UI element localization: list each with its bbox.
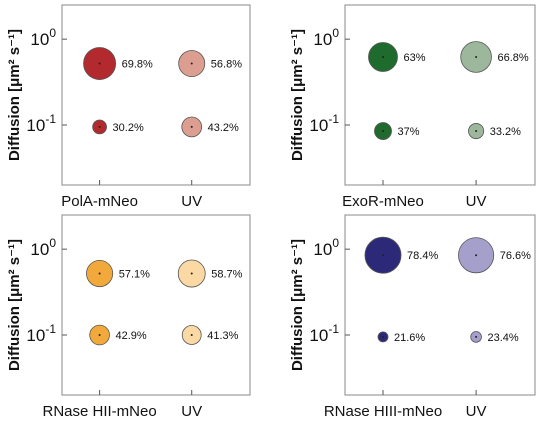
fraction-label: 23.4% [487, 332, 518, 344]
x-tick-label: UV [181, 403, 202, 420]
bubble-center-dot [98, 272, 101, 275]
y-tick-exponent: -1 [328, 112, 339, 126]
y-tick-label: 100 [313, 236, 339, 259]
y-tick-label: 10-1 [26, 112, 56, 135]
fraction-label: 37% [398, 126, 420, 138]
y-tick-base: 10 [30, 240, 49, 259]
fraction-label: 57.1% [119, 269, 150, 281]
bubble-center-dot [382, 55, 384, 58]
fraction-label: 42.9% [115, 330, 146, 342]
fraction-label: 33.2% [490, 126, 521, 138]
bubble-center-dot [190, 334, 193, 336]
x-tick-label: PolA-mNeo [61, 193, 138, 210]
x-tick-label: UV [181, 193, 202, 210]
bubble-center-dot [98, 334, 101, 336]
y-tick-exponent: -1 [45, 322, 56, 336]
bubble-center-dot [475, 335, 478, 338]
y-tick-base: 10 [309, 326, 328, 345]
bubble-center-dot [98, 125, 101, 128]
fraction-label: 41.3% [207, 330, 238, 342]
fraction-label: 43.2% [208, 122, 239, 134]
y-tick-exponent: 0 [332, 236, 339, 250]
y-axis-label: Diffusion [μm² s⁻¹] [289, 239, 306, 371]
y-tick-label: 10-1 [309, 322, 339, 345]
bubble-center-dot [475, 254, 478, 257]
bubble-center-dot [382, 130, 384, 133]
y-axis-label: Diffusion [μm² s⁻¹] [6, 239, 23, 371]
bubble-center-dot [475, 55, 478, 58]
y-tick-base: 10 [26, 116, 45, 135]
bubble-center-dot [382, 254, 384, 257]
bubble-center-dot [382, 335, 384, 338]
y-tick-base: 10 [26, 326, 45, 345]
y-tick-label: 10-1 [309, 112, 339, 135]
fraction-label: 76.6% [500, 250, 531, 262]
y-tick-label: 100 [313, 26, 339, 49]
y-tick-exponent: 0 [49, 26, 56, 40]
axes-frame [344, 4, 536, 186]
fraction-label: 21.6% [394, 332, 425, 344]
y-tick-label: 100 [30, 26, 56, 49]
y-axis-label: Diffusion [μm² s⁻¹] [6, 29, 23, 161]
fraction-label: 63% [403, 52, 425, 64]
y-tick-base: 10 [313, 240, 332, 259]
axes-frame [61, 4, 251, 186]
bubble-center-dot [190, 272, 193, 275]
fraction-label: 78.4% [407, 250, 438, 262]
bubble-center-dot [475, 130, 478, 133]
y-tick-base: 10 [30, 30, 49, 49]
y-tick-base: 10 [309, 116, 328, 135]
bubble-center-dot [190, 125, 193, 128]
y-tick-label: 100 [30, 236, 56, 259]
axes-frame [344, 214, 536, 396]
fraction-label: 30.2% [113, 122, 144, 134]
x-tick-label: ExoR-mNeo [342, 193, 424, 210]
fraction-label: 56.8% [211, 59, 242, 71]
y-tick-exponent: -1 [45, 112, 56, 126]
y-tick-label: 10-1 [26, 322, 56, 345]
fraction-label: 58.7% [211, 269, 242, 281]
y-tick-base: 10 [313, 30, 332, 49]
y-tick-exponent: 0 [332, 26, 339, 40]
bubble-center-dot [98, 62, 101, 65]
y-tick-exponent: 0 [49, 236, 56, 250]
x-tick-label: UV [466, 193, 487, 210]
y-tick-exponent: -1 [328, 322, 339, 336]
x-tick-label: UV [466, 403, 487, 420]
x-tick-label: RNase HII-mNeo [42, 403, 156, 420]
fraction-label: 69.8% [122, 59, 153, 71]
y-axis-label: Diffusion [μm² s⁻¹] [289, 29, 306, 161]
bubble-center-dot [190, 62, 193, 65]
x-tick-label: RNase HIII-mNeo [324, 403, 442, 420]
fraction-label: 66.8% [497, 52, 528, 64]
axes-frame [61, 214, 251, 396]
